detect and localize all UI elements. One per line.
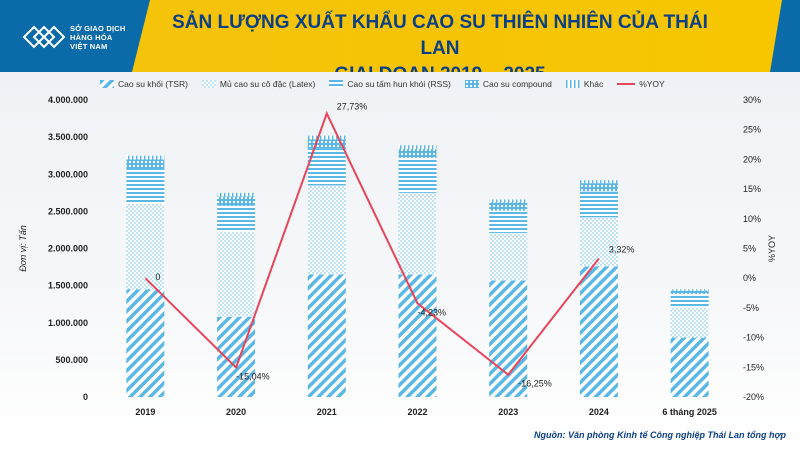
- y-tick-label: 1.500.000: [48, 281, 88, 291]
- yoy-data-label: 0: [155, 272, 160, 282]
- source-note: Nguồn: Văn phòng Kinh tế Công nghiệp Thá…: [534, 430, 786, 440]
- x-tick-label: 2024: [589, 407, 609, 417]
- bar-segment-2: [670, 293, 709, 308]
- bar-segment-3: [489, 202, 528, 211]
- y2-tick-label: 15%: [743, 184, 761, 194]
- legend-item-compound: Cao su compound: [464, 79, 552, 89]
- legend-label-tsr: Cao su khối (TSR): [118, 79, 188, 89]
- legend: Cao su khối (TSR) Mủ cao su cô đặc (Late…: [100, 76, 665, 92]
- bar-segment-0: [489, 280, 528, 397]
- legend-swatch-yoy: [617, 83, 636, 85]
- y-tick-label: 0: [83, 392, 88, 402]
- yoy-line: [144, 110, 600, 377]
- x-tick-label: 2021: [317, 407, 337, 417]
- bar-segment-4: [217, 192, 256, 197]
- title-line-1: SẢN LƯỢNG XUẤT KHẨU CAO SU THIÊN NHIÊN C…: [172, 12, 708, 59]
- bar-segment-0: [670, 337, 709, 397]
- legend-item-yoy: %YOY: [617, 79, 665, 89]
- bar-segment-2: [398, 157, 437, 193]
- bar-segment-0: [307, 274, 346, 397]
- bar-segment-4: [579, 180, 618, 184]
- bar-segment-3: [217, 196, 256, 206]
- legend-item-other: Khác: [565, 79, 604, 89]
- y2-tick-label: -10%: [743, 333, 764, 343]
- y2-tick-label: -5%: [743, 303, 759, 313]
- bar-segment-1: [398, 192, 437, 275]
- y-tick-label: 3.000.000: [48, 169, 88, 179]
- bar-segment-3: [398, 149, 437, 158]
- bar-segment-0: [579, 266, 618, 397]
- yoy-data-label: -4,23%: [418, 307, 447, 317]
- y-tick-label: 3.500.000: [48, 132, 88, 142]
- legend-swatch-latex: [201, 80, 216, 88]
- y-tick-label: 500.000: [55, 355, 88, 365]
- yoy-data-label: 3,32%: [609, 244, 635, 254]
- legend-item-rss: Cao su tấm hun khói (RSS): [329, 79, 451, 89]
- bar-segment-3: [126, 159, 165, 170]
- legend-swatch-rss: [329, 80, 344, 88]
- y-tick-label: 1.000.000: [48, 318, 88, 328]
- y-axis-title: Đơn vị: Tấn: [18, 225, 28, 271]
- logo-text: SỞ GIAO DỊCH HÀNG HÓA VIỆT NAM: [70, 24, 125, 51]
- bar-segment-4: [307, 135, 346, 140]
- bar-segment-2: [217, 205, 256, 232]
- logo-icon: [22, 25, 66, 49]
- x-tick-label: 2020: [226, 407, 246, 417]
- bar-segment-0: [398, 274, 437, 397]
- x-tick-label: 2023: [498, 407, 518, 417]
- bar-segment-1: [217, 231, 256, 317]
- logo-line-2: HÀNG HÓA: [70, 33, 113, 42]
- bar-segment-1: [670, 307, 709, 338]
- bar-segment-4: [126, 155, 165, 160]
- bar-segment-3: [579, 183, 618, 192]
- bar-segment-2: [307, 148, 346, 186]
- legend-swatch-other: [565, 80, 580, 88]
- bar-segment-1: [126, 203, 165, 290]
- yoy-data-label: -15,04%: [236, 372, 270, 382]
- y2-tick-label: 0%: [743, 273, 756, 283]
- y-tick-label: 2.500.000: [48, 206, 88, 216]
- y-tick-label: 2.000.000: [48, 244, 88, 254]
- logo-line-3: VIỆT NAM: [70, 42, 108, 51]
- bar-segment-1: [579, 217, 618, 267]
- legend-item-latex: Mủ cao su cô đặc (Latex): [201, 79, 316, 89]
- bar-segment-4: [670, 289, 709, 291]
- legend-label-yoy: %YOY: [639, 79, 665, 89]
- y2-tick-label: -15%: [743, 362, 764, 372]
- logo: SỞ GIAO DỊCH HÀNG HÓA VIỆT NAM: [0, 0, 150, 72]
- bar-segment-2: [579, 191, 618, 218]
- bar-segment-4: [398, 145, 437, 150]
- y2-tick-label: -20%: [743, 392, 764, 402]
- logo-line-1: SỞ GIAO DỊCH: [70, 24, 126, 33]
- bar-segment-1: [489, 232, 528, 281]
- yoy-data-label: 27,73%: [337, 101, 368, 111]
- legend-label-compound: Cao su compound: [482, 79, 552, 89]
- legend-label-rss: Cao su tấm hun khói (RSS): [347, 79, 451, 89]
- y2-tick-label: 10%: [743, 214, 761, 224]
- legend-swatch-tsr: [100, 80, 114, 88]
- x-tick-label: 2019: [135, 407, 155, 417]
- yoy-data-label: -16,25%: [518, 379, 552, 389]
- x-tick-label: 2022: [407, 407, 427, 417]
- legend-label-other: Khác: [583, 79, 604, 89]
- y2-tick-label: 30%: [743, 95, 761, 105]
- bar-segment-4: [489, 199, 528, 203]
- y2-tick-label: 20%: [743, 154, 761, 164]
- legend-item-tsr: Cao su khối (TSR): [100, 79, 188, 89]
- bar-segment-0: [126, 289, 165, 397]
- legend-swatch-compound: [464, 80, 479, 88]
- y-tick-label: 4.000.000: [48, 95, 88, 105]
- bar-segment-1: [307, 185, 346, 275]
- bar-segment-2: [126, 169, 165, 204]
- bar-segment-3: [670, 290, 709, 294]
- y2-axis-title: %YOY: [767, 235, 777, 262]
- legend-label-latex: Mủ cao su cô đặc (Latex): [219, 79, 316, 89]
- bar-segment-2: [489, 210, 528, 233]
- y2-tick-label: 25%: [743, 125, 761, 135]
- x-tick-label: 6 tháng 2025: [662, 407, 717, 417]
- bar-segment-3: [307, 139, 346, 149]
- y2-tick-label: 5%: [743, 244, 756, 254]
